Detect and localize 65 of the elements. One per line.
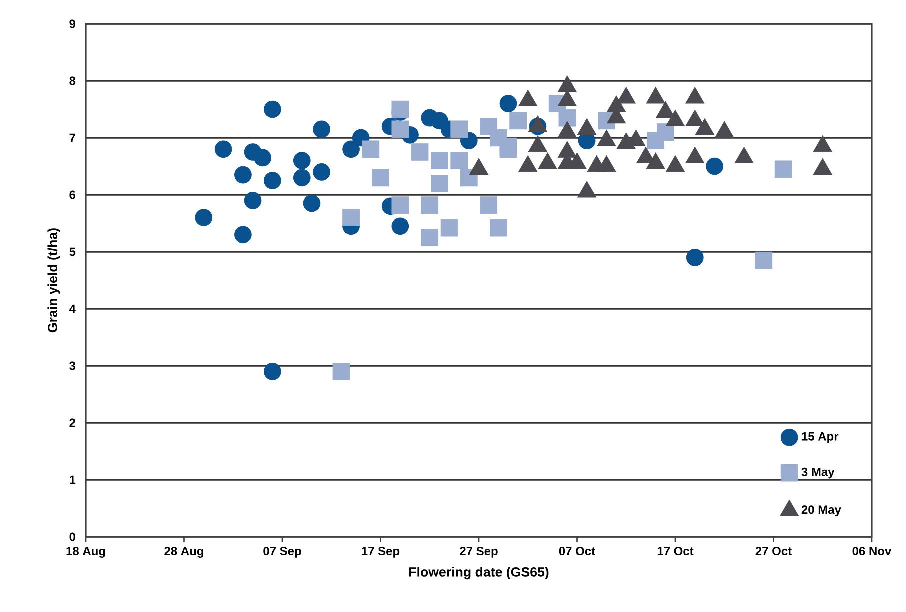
y-axis-title: Grain yield (t/ha): [48, 228, 60, 333]
point: [372, 169, 390, 187]
point: [234, 166, 252, 184]
point: [313, 120, 330, 138]
y-tick-label: 6: [70, 190, 76, 200]
y-tick-label: 0: [70, 532, 76, 542]
point: [510, 112, 527, 130]
legend-label: 3 May: [802, 468, 835, 479]
x-tick-label: 06 Nov: [852, 547, 892, 556]
point: [392, 218, 410, 236]
point: [706, 158, 724, 176]
x-tick-label: 18 Aug: [66, 547, 106, 558]
y-tick-label: 3: [70, 362, 76, 370]
point: [440, 219, 458, 237]
point: [332, 363, 350, 380]
y-tick-label: 5: [70, 248, 76, 256]
point: [313, 164, 330, 181]
point: [500, 95, 518, 112]
y-tick-label: 7: [70, 134, 76, 142]
x-tick-label: 27 Sep: [460, 547, 498, 558]
y-tick-label: 9: [70, 20, 76, 28]
point: [303, 194, 321, 212]
point: [244, 192, 262, 210]
point: [392, 196, 410, 214]
point: [214, 140, 232, 158]
point: [195, 209, 213, 226]
point: [264, 363, 282, 380]
point: [421, 196, 439, 214]
point: [362, 140, 380, 158]
point: [342, 140, 360, 158]
point: [264, 172, 282, 190]
point: [293, 152, 311, 170]
x-tick-label: 17 Oct: [658, 547, 694, 556]
point: [431, 174, 448, 192]
x-tick-label: 17 Sep: [362, 547, 400, 558]
point: [264, 100, 282, 118]
point: [234, 226, 252, 244]
point: [480, 196, 498, 214]
point: [686, 249, 704, 266]
point: [431, 152, 448, 170]
x-tick-label: 28 Aug: [164, 547, 204, 558]
point: [450, 152, 468, 170]
point: [755, 252, 773, 270]
y-tick-label: 2: [70, 418, 76, 428]
point: [411, 144, 429, 161]
x-tick-label: 07 Sep: [264, 547, 302, 558]
point: [293, 169, 311, 187]
y-tick-label: 8: [70, 76, 76, 86]
point: [254, 149, 272, 167]
x-axis-title: Flowering date (GS65): [410, 567, 549, 580]
point: [392, 120, 410, 138]
point: [490, 219, 508, 237]
point: [558, 109, 576, 127]
point: [774, 160, 792, 178]
point: [421, 229, 439, 246]
y-tick-label: 1: [70, 476, 76, 484]
point: [450, 120, 468, 138]
point: [500, 140, 518, 158]
legend-label: 15 Apr: [802, 432, 839, 444]
x-tick-label: 07 Oct: [559, 547, 596, 556]
point: [647, 132, 665, 150]
legend-label: 20 May: [802, 506, 842, 516]
point: [342, 209, 360, 226]
y-tick-label: 4: [69, 304, 76, 314]
x-tick-label: 27 Oct: [756, 547, 792, 556]
